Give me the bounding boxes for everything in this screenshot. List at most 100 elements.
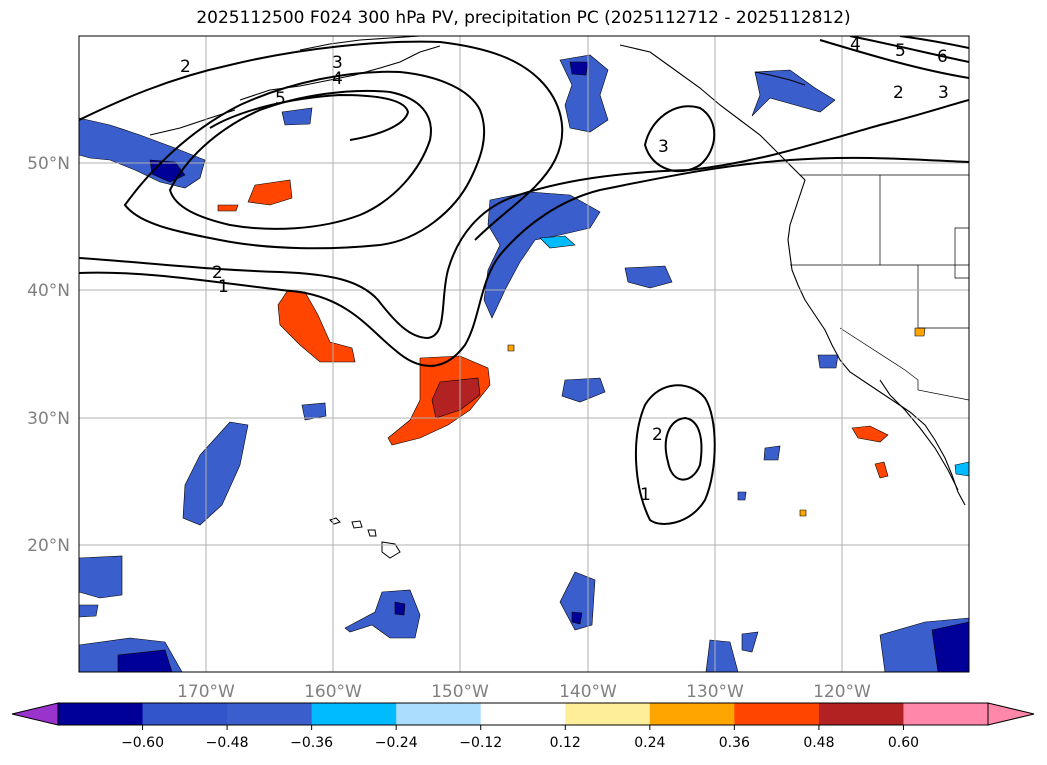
neg-area-bottom-left-core bbox=[117, 649, 173, 672]
neg-area-bottom-mid bbox=[705, 639, 739, 672]
colorbar-outline bbox=[57, 702, 989, 726]
pv-contour-labels: 1 2 2 3 4 5 3 4 5 6 2 3 2 1 bbox=[180, 35, 949, 505]
pos-area-tiny-b bbox=[914, 327, 926, 337]
graticule bbox=[79, 36, 969, 672]
pos-area-tiny-a bbox=[507, 344, 515, 352]
pv-contour-2-west bbox=[79, 99, 969, 340]
positive-anomaly-areas bbox=[217, 179, 926, 517]
lon-tick-170w: 170°W bbox=[177, 682, 235, 702]
colorbar-bin-1 bbox=[142, 703, 228, 725]
pv-contour-5-inner bbox=[209, 93, 410, 141]
lat-tick-50n: 50°N bbox=[27, 154, 70, 174]
colorbar-bin-10 bbox=[903, 703, 989, 725]
lat-tick-40n: 40°N bbox=[27, 281, 70, 301]
colorbar-under-arrow bbox=[11, 702, 59, 726]
neg-area-bc-coast bbox=[751, 69, 836, 117]
neg-area-south-b-core bbox=[571, 611, 583, 625]
colorbar-bin-2 bbox=[227, 703, 313, 725]
colorbar-tick-label-3: −0.24 bbox=[375, 735, 418, 751]
neg-area-central-band bbox=[483, 191, 601, 319]
lon-tick-130w: 130°W bbox=[686, 682, 744, 702]
pv-label-2-d: 2 bbox=[652, 425, 663, 445]
neg-area-bottom-right-core bbox=[931, 621, 969, 672]
neg-area-small-a bbox=[281, 107, 313, 126]
colorbar-tick-label-0: −0.60 bbox=[121, 735, 164, 751]
border-states-d bbox=[839, 327, 969, 401]
colorbar-bin-6 bbox=[565, 703, 651, 725]
colorbar-ticks: −0.60 −0.48 −0.36 −0.24 −0.12 0.12 0.24 0.36 0.4… bbox=[121, 725, 919, 751]
colorbar-tick-label-5: 0.12 bbox=[550, 735, 581, 751]
map-frame bbox=[78, 35, 970, 673]
pv-contour-3-gulf bbox=[643, 105, 716, 173]
pv-contour-2-north bbox=[79, 40, 564, 241]
colorbar-tick-label-2: −0.36 bbox=[290, 735, 333, 751]
colorbar-over-arrow bbox=[987, 702, 1035, 726]
pv-contour-1-south bbox=[634, 384, 716, 525]
colorbar-tick-label-6: 0.24 bbox=[634, 735, 665, 751]
pv-label-3-b: 3 bbox=[658, 137, 669, 157]
pv-contour-2-south bbox=[664, 416, 703, 481]
pv-label-4-b: 4 bbox=[850, 35, 861, 55]
pv-label-1-b: 1 bbox=[640, 485, 651, 505]
pv-label-3-a: 3 bbox=[332, 53, 343, 73]
colorbar-bin-0 bbox=[58, 703, 144, 725]
pv-contour-upper-right-c bbox=[899, 36, 969, 49]
hawaii-islands bbox=[329, 517, 401, 559]
neg-area-mid-a bbox=[561, 377, 606, 403]
pv-label-5-b: 5 bbox=[895, 41, 906, 61]
neg-area-coast-small bbox=[817, 354, 839, 369]
island-d bbox=[381, 541, 401, 559]
neg-area-east-edge bbox=[954, 461, 969, 477]
colorbar-bins bbox=[58, 703, 989, 725]
colorbar-tick-label-7: 0.36 bbox=[719, 735, 750, 751]
colorbar: −0.60 −0.48 −0.36 −0.24 −0.12 0.12 0.24 0.36 0.4… bbox=[11, 702, 1035, 751]
neg-area-sw-small bbox=[79, 604, 99, 618]
pv-label-5-a: 5 bbox=[275, 89, 286, 109]
island-b bbox=[351, 520, 363, 529]
colorbar-tick-label-8: 0.48 bbox=[803, 735, 834, 751]
lat-tick-labels: 50°N 40°N 30°N 20°N bbox=[27, 154, 70, 556]
neg-area-south-a-core bbox=[394, 601, 406, 616]
border-states-c bbox=[917, 265, 969, 329]
coast-bc-north bbox=[754, 71, 806, 86]
neg-area-mid-b bbox=[301, 402, 327, 421]
colorbar-bin-3 bbox=[311, 703, 397, 725]
colorbar-bin-9 bbox=[818, 703, 904, 725]
colorbar-tick-label-4: −0.12 bbox=[459, 735, 502, 751]
colorbar-bin-7 bbox=[649, 703, 735, 725]
pv-contour-upper-right-b bbox=[849, 36, 969, 63]
neg-area-small-d bbox=[763, 445, 781, 461]
map-title: 2025112500 F024 300 hPa PV, precipitatio… bbox=[196, 8, 851, 28]
neg-area-east-a bbox=[624, 265, 673, 289]
lat-tick-30n: 30°N bbox=[27, 409, 70, 429]
colorbar-bin-8 bbox=[734, 703, 820, 725]
pos-area-c bbox=[277, 289, 356, 363]
pv-contour-upper-right-a bbox=[819, 39, 969, 79]
pv-label-1-a: 1 bbox=[218, 277, 229, 297]
neg-area-small-c bbox=[741, 631, 759, 653]
neg-area-south-a bbox=[344, 589, 421, 639]
neg-area-gulf-a-core bbox=[569, 61, 589, 76]
pv-contour-1-west bbox=[79, 156, 969, 367]
pv-contours bbox=[79, 36, 969, 525]
map-area: 1 2 2 3 4 5 3 4 5 6 2 3 2 1 bbox=[79, 35, 969, 672]
border-states-e bbox=[954, 227, 969, 279]
pos-area-coast-a bbox=[851, 425, 889, 443]
lon-tick-140w: 140°W bbox=[559, 682, 617, 702]
lon-tick-120w: 120°W bbox=[813, 682, 871, 702]
neg-area-small-e bbox=[737, 491, 747, 501]
lat-tick-20n: 20°N bbox=[27, 536, 70, 556]
pv-label-4-a: 4 bbox=[332, 69, 343, 89]
coast-baja bbox=[879, 379, 959, 491]
negative-anomaly-areas bbox=[79, 54, 969, 672]
colorbar-bin-5 bbox=[480, 703, 566, 725]
neg-area-south-b bbox=[559, 571, 596, 631]
pos-area-a bbox=[247, 179, 293, 206]
neg-area-sw-corner bbox=[79, 555, 123, 599]
neg-area-west-long bbox=[182, 421, 249, 526]
pv-contour-3-inner bbox=[123, 70, 486, 250]
neg-area-central-band-light bbox=[539, 235, 576, 249]
pos-area-tiny-c bbox=[799, 509, 807, 517]
island-c bbox=[367, 529, 377, 537]
